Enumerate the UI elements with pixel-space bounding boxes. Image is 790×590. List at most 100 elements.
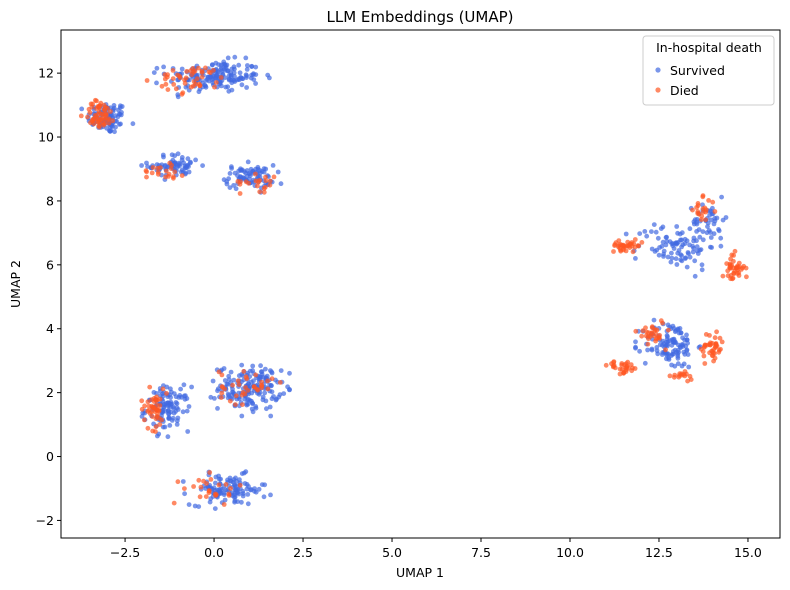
point-died — [90, 116, 96, 122]
point-died — [213, 80, 219, 85]
point-died — [623, 248, 629, 254]
point-survived — [256, 486, 262, 492]
legend-label-died: Died — [670, 83, 699, 98]
point-died — [657, 333, 663, 338]
point-died — [167, 160, 173, 166]
point-survived — [164, 384, 170, 390]
point-survived — [154, 80, 159, 86]
point-survived — [673, 340, 678, 346]
point-survived — [250, 363, 256, 369]
point-survived — [196, 89, 202, 95]
point-survived — [623, 231, 629, 237]
point-died — [170, 76, 176, 81]
point-survived — [679, 244, 684, 250]
point-survived — [692, 258, 698, 264]
point-died — [243, 374, 249, 380]
point-survived — [697, 247, 703, 253]
point-died — [175, 72, 181, 78]
point-died — [144, 78, 150, 83]
point-died — [171, 174, 176, 180]
point-died — [714, 329, 719, 335]
point-survived — [668, 259, 674, 265]
point-died — [211, 67, 216, 73]
point-survived — [244, 401, 250, 406]
point-survived — [706, 228, 712, 233]
point-survived — [179, 155, 185, 160]
point-died — [207, 470, 213, 475]
x-tick-label: 2.5 — [293, 545, 313, 560]
point-survived — [227, 185, 233, 191]
point-survived — [262, 390, 268, 396]
point-survived — [210, 378, 216, 384]
point-survived — [181, 382, 187, 388]
point-died — [175, 479, 181, 485]
point-died — [98, 100, 104, 106]
point-survived — [685, 352, 691, 357]
point-died — [216, 369, 222, 375]
point-survived — [268, 368, 273, 373]
point-died — [690, 207, 695, 213]
point-survived — [247, 171, 253, 177]
legend: In-hospital death Survived Died — [642, 35, 775, 106]
legend-marker-survived — [655, 67, 661, 73]
point-survived — [264, 406, 269, 412]
point-died — [220, 385, 226, 390]
point-died — [630, 249, 636, 255]
point-died — [645, 341, 651, 347]
point-survived — [692, 273, 698, 279]
point-died — [643, 325, 648, 331]
point-survived — [691, 238, 696, 244]
point-survived — [213, 474, 219, 480]
point-survived — [221, 59, 227, 65]
point-survived — [262, 482, 268, 488]
point-died — [203, 65, 208, 71]
point-survived — [268, 492, 273, 498]
point-died — [269, 376, 275, 382]
point-died — [611, 360, 616, 365]
point-survived — [700, 229, 706, 235]
point-survived — [287, 370, 292, 376]
point-died — [159, 417, 165, 423]
point-survived — [208, 394, 214, 400]
point-died — [696, 211, 702, 217]
point-survived — [675, 361, 681, 367]
point-survived — [139, 163, 145, 168]
point-survived — [263, 398, 269, 404]
point-survived — [675, 355, 681, 361]
point-died — [108, 109, 113, 114]
point-died — [702, 342, 708, 348]
point-survived — [184, 396, 190, 401]
point-died — [712, 335, 718, 341]
point-survived — [669, 255, 675, 261]
point-died — [265, 386, 271, 392]
point-died — [221, 502, 227, 507]
point-survived — [656, 252, 662, 258]
point-survived — [697, 234, 703, 240]
point-died — [718, 346, 723, 352]
point-survived — [244, 85, 250, 90]
point-survived — [221, 490, 227, 496]
point-survived — [652, 249, 658, 254]
legend-label-survived: Survived — [670, 63, 725, 78]
point-died — [191, 484, 197, 489]
point-died — [617, 366, 623, 372]
point-died — [271, 174, 277, 180]
point-died — [145, 408, 151, 414]
point-survived — [107, 128, 113, 134]
point-died — [172, 169, 178, 175]
point-died — [251, 384, 257, 390]
point-survived — [268, 413, 274, 419]
point-survived — [671, 246, 677, 251]
point-survived — [711, 221, 717, 227]
point-died — [96, 124, 102, 130]
y-tick-label: 2 — [46, 385, 54, 400]
point-died — [625, 243, 631, 249]
point-survived — [248, 379, 254, 385]
point-survived — [666, 357, 672, 362]
point-survived — [694, 244, 700, 250]
point-survived — [653, 229, 659, 235]
point-survived — [663, 343, 669, 349]
point-died — [619, 242, 624, 248]
point-survived — [175, 415, 181, 421]
point-survived — [166, 411, 172, 417]
